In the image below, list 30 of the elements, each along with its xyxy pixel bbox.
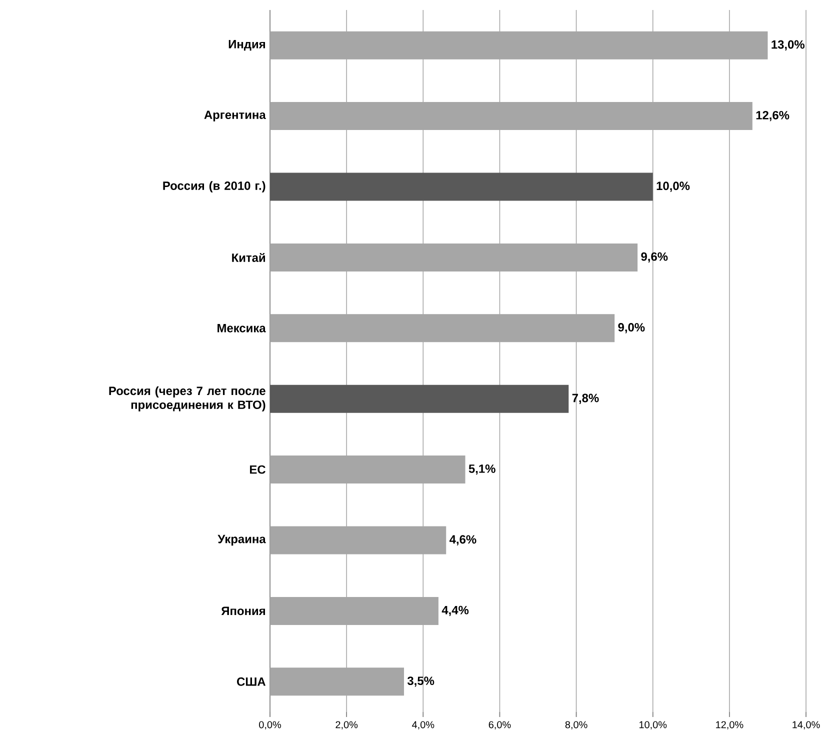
bar [270, 172, 653, 201]
x-tick-label: 8,0% [565, 721, 588, 730]
data-label: 4,4% [442, 606, 469, 616]
y-tick-label: Россия (через 7 лет после присоединения к ВТО) [109, 386, 266, 412]
data-label: 5,1% [468, 464, 496, 475]
data-label: 7,8% [572, 394, 599, 404]
y-tick-label: Китай [232, 252, 265, 262]
y-tick-label: Мексика [218, 324, 266, 332]
y-tick-label: Украина [218, 534, 266, 546]
x-tick-label: 2,0% [336, 721, 358, 730]
y-tick-label: Аргентина [204, 110, 266, 122]
y-tick-label: Россия (в 2010 г.) [163, 181, 266, 192]
x-tick-label: 14,0% [792, 721, 820, 730]
y-tick-label: Япония [221, 606, 265, 616]
data-label: 9,6% [641, 252, 668, 263]
y-tick-label: ЕС [250, 465, 266, 474]
y-tick-label: США [237, 677, 266, 686]
x-tick-label: 4,0% [412, 721, 434, 730]
data-label: 12,6% [756, 110, 790, 122]
data-label: 13,0% [772, 40, 804, 50]
data-label: 4,6% [450, 535, 476, 546]
x-tick-label: 0,0% [259, 721, 282, 730]
data-label: 9,0% [618, 323, 645, 334]
bar [270, 384, 569, 413]
x-tick-label: 12,0% [716, 721, 744, 730]
data-label: 10,0% [656, 182, 690, 192]
x-tick-label: 10,0% [640, 721, 667, 730]
data-label: 3,5% [407, 676, 434, 687]
x-tick-label: 6,0% [488, 721, 511, 730]
y-tick-label: Индия [228, 40, 265, 51]
